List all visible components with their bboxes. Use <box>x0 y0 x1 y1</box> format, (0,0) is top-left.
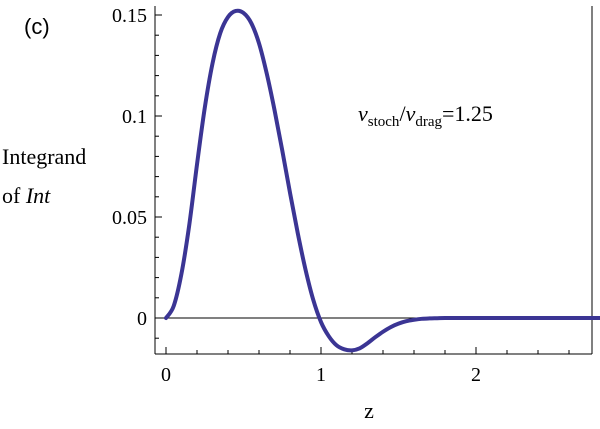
y-axis-label-prefix: of <box>2 183 26 208</box>
y-tick-label: 0.1 <box>122 106 147 128</box>
annotation-value: =1.25 <box>442 101 493 126</box>
x-tick-label: 1 <box>316 364 326 386</box>
annotation-slash: / <box>399 101 406 126</box>
y-axis-label-line2: of Int <box>2 183 51 208</box>
y-axis-label-line1: Integrand <box>2 144 86 169</box>
annotation-symbol-2: ν <box>406 101 416 126</box>
series-line-0 <box>164 8 600 353</box>
y-tick-label: 0.15 <box>112 5 147 27</box>
series <box>164 8 600 353</box>
annotation-sub-1: stoch <box>368 114 400 130</box>
annotation: νstoch/νdrag=1.25 <box>358 101 493 130</box>
x-tick-label: 2 <box>471 364 481 386</box>
x-axis-label: z <box>364 398 374 423</box>
y-tick-label: 0.05 <box>112 207 147 229</box>
axis-ticks: 0 0.05 0.1 0.15 0 1 2 <box>112 5 570 386</box>
y-tick-label: 0 <box>137 308 147 330</box>
plot-frame <box>154 6 593 355</box>
x-tick-label: 0 <box>161 364 171 386</box>
panel-label: (c) <box>24 14 50 39</box>
annotation-symbol-1: ν <box>358 101 368 126</box>
annotation-sub-2: drag <box>415 114 442 130</box>
y-axis-label-italic: Int <box>25 183 51 208</box>
